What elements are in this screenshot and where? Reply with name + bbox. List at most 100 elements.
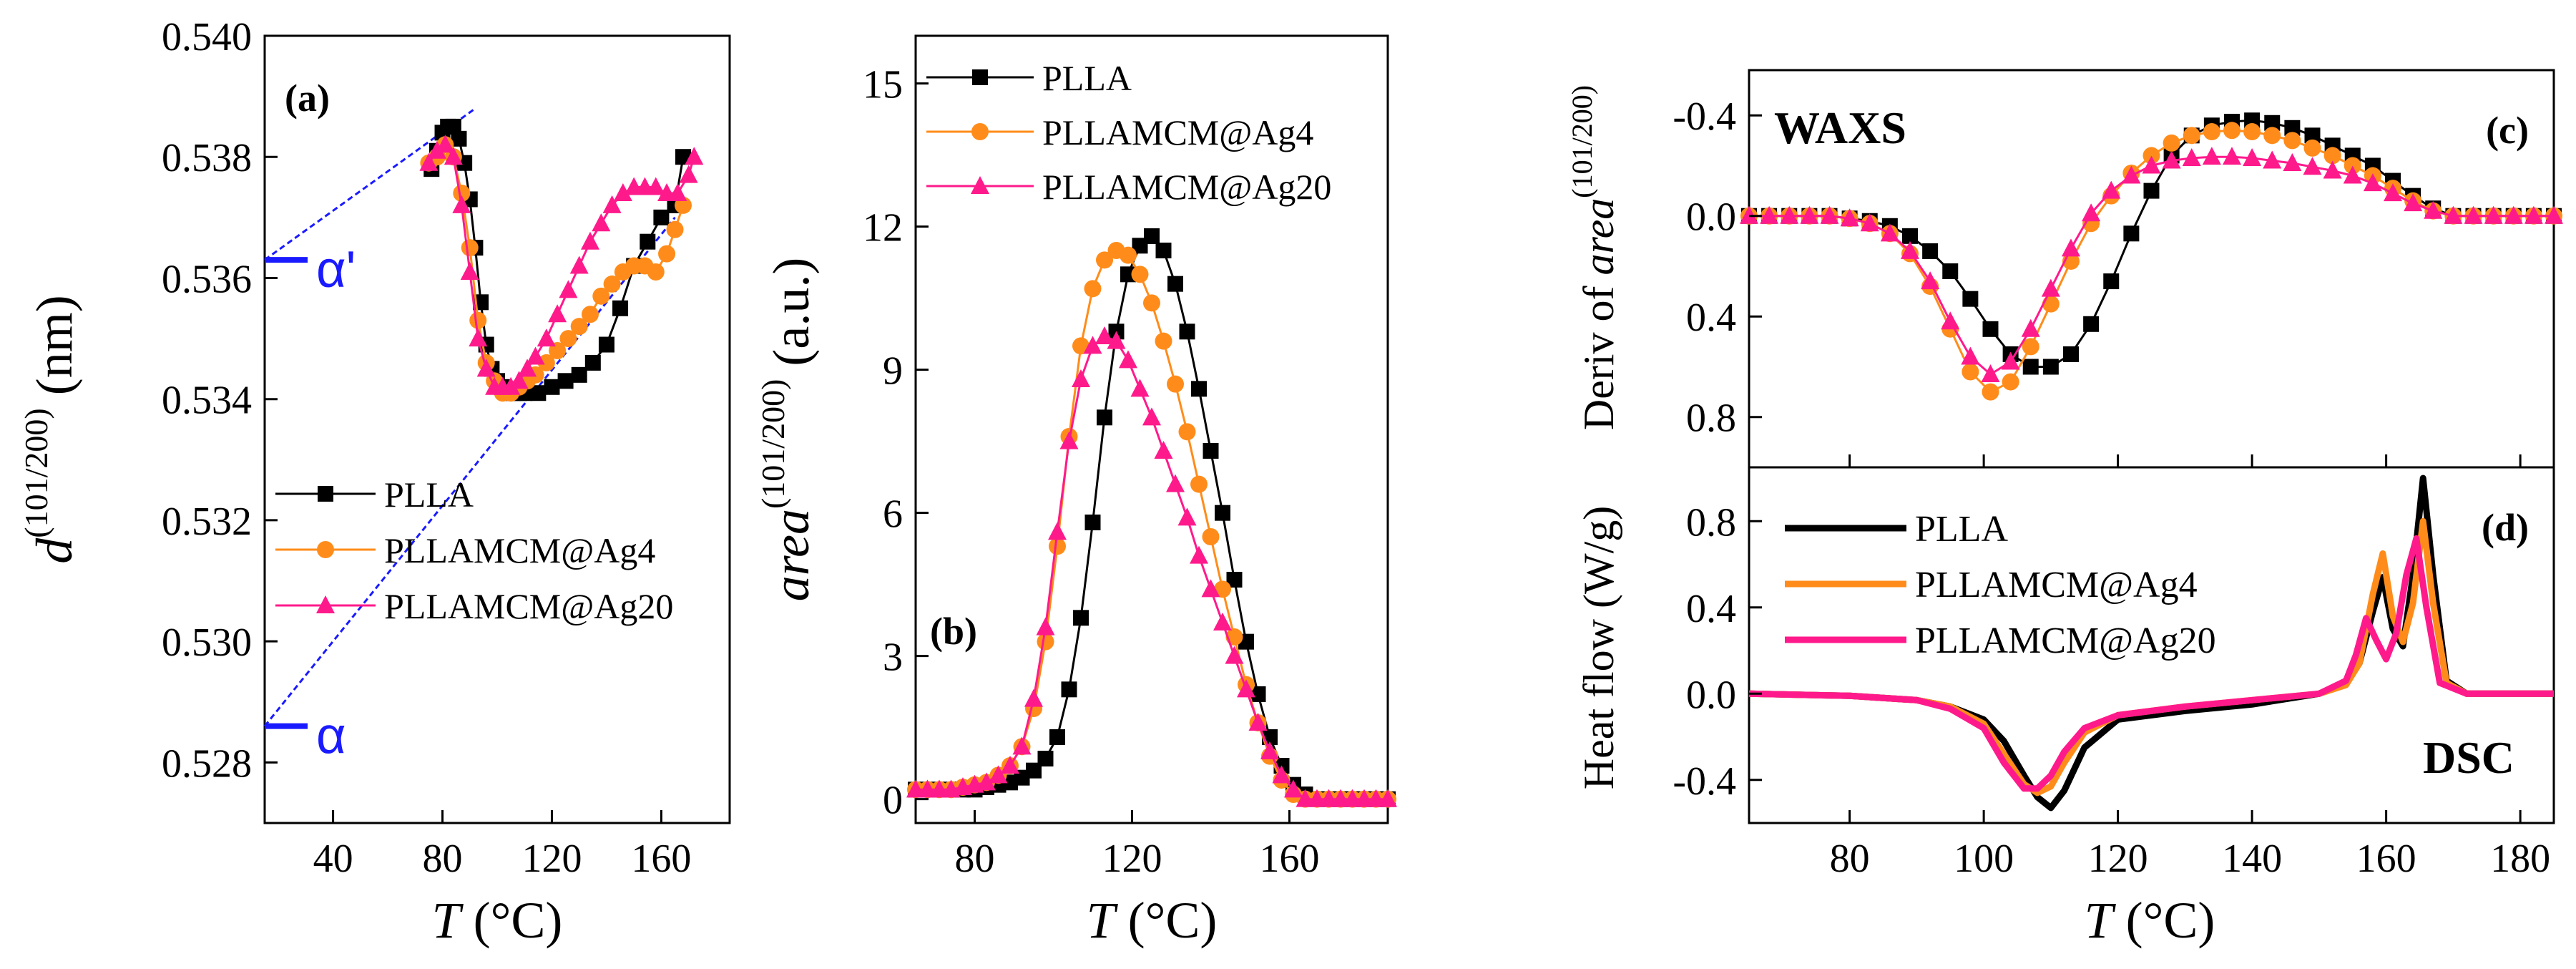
ytick-label-0.4: 0.4 (1686, 296, 1736, 340)
point-pllamcm-ag20-19 (1130, 379, 1150, 397)
point-pllamcm-ag20-30 (2343, 165, 2362, 184)
point-plla-19 (544, 379, 560, 395)
point-pllamcm-ag4-17 (570, 318, 588, 336)
point-plla-27 (2284, 120, 2301, 136)
point-pllamcm-ag4-20 (1143, 294, 1160, 312)
point-pllamcm-ag20-32 (2384, 183, 2402, 202)
point-pllamcm-ag20-11 (509, 371, 529, 389)
point-pllamcm-ag20-6 (977, 772, 996, 791)
xtick-label-120: 120 (2088, 837, 2148, 881)
legend-item-plla: PLLA (275, 474, 474, 515)
point-pllamcm-ag4-23 (1178, 423, 1196, 441)
legend-marker-pllamcm-ag4 (971, 123, 989, 140)
xtick-label-160: 160 (1260, 837, 1320, 881)
legend-label-pllamcm-ag20: PLLAMCM@Ag20 (1042, 167, 1331, 207)
ytick-label-0.536: 0.536 (162, 257, 252, 301)
point-pllamcm-ag4-26 (666, 220, 684, 238)
line-plla (916, 235, 1388, 801)
ytick-label-15: 15 (863, 63, 903, 107)
point-pllamcm-ag20-12 (1048, 522, 1067, 540)
ytick-label-0.534: 0.534 (162, 379, 252, 423)
series-pllamcm-ag4 (420, 136, 692, 402)
panel-b-series (906, 228, 1397, 808)
point-pllamcm-ag4-27 (2283, 132, 2301, 150)
panel-b: 80 120 160 0 3 6 9 12 15 (b) T (°C) area(101/20… (755, 34, 1397, 949)
point-pllamcm-ag4-24 (647, 263, 665, 281)
point-pllamcm-ag20-19 (592, 213, 611, 232)
ytick-label-0.532: 0.532 (162, 500, 252, 544)
legend-marker-pllamcm-ag20 (316, 595, 335, 613)
series-plla (1748, 474, 2554, 812)
panel-d-yticks: -0.4 0.0 0.4 0.8 (1673, 500, 1762, 804)
point-pllamcm-ag20-1 (1760, 205, 1779, 224)
point-pllamcm-ag20-40 (2545, 205, 2563, 224)
point-pllamcm-ag20-15 (548, 304, 567, 323)
point-pllamcm-ag4-19 (1131, 266, 1149, 283)
point-pllamcm-ag20-1 (918, 779, 937, 798)
xtick-label-80: 80 (423, 837, 463, 881)
point-pllamcm-ag20-0 (906, 779, 925, 798)
point-plla-27 (1226, 572, 1243, 588)
point-pllamcm-ag4-29 (2323, 147, 2341, 165)
ytick-label-0.538: 0.538 (162, 136, 252, 180)
point-pllamcm-ag20-27 (1225, 646, 1244, 664)
point-plla-11 (1037, 751, 1054, 766)
xtick-label-140: 140 (2222, 837, 2282, 881)
series-pllamcm-ag20 (1740, 147, 2563, 383)
ytick-label-0.528: 0.528 (162, 741, 252, 786)
point-pllamcm-ag20-40 (1378, 789, 1397, 807)
point-plla-11 (1962, 291, 1979, 307)
ytick-label-0.53: 0.530 (162, 620, 252, 665)
point-pllamcm-ag20-2 (436, 135, 455, 153)
point-pllamcm-ag4-26 (2263, 127, 2281, 145)
series-pllamcm-ag20 (419, 135, 704, 395)
point-plla-29 (1250, 686, 1266, 702)
point-pllamcm-ag20-5 (1840, 208, 1859, 227)
point-plla-20 (2143, 182, 2160, 199)
point-plla-23 (1179, 323, 1195, 340)
point-pllamcm-ag4-5 (461, 239, 479, 257)
panel-a-refs: α' α (265, 241, 356, 765)
point-pllamcm-ag4-23 (2203, 123, 2220, 141)
point-pllamcm-ag20-23 (2202, 147, 2221, 165)
point-pllamcm-ag20-33 (1296, 789, 1315, 807)
legend-label-pllamcm-ag4: PLLAMCM@Ag4 (384, 530, 655, 570)
point-pllamcm-ag20-34 (1308, 789, 1326, 807)
panel-b-legend: PLLA PLLAMCM@Ag4 PLLAMCM@Ag20 (926, 58, 1331, 207)
point-plla-14 (2022, 359, 2039, 375)
point-pllamcm-ag20-19 (2122, 165, 2141, 184)
point-pllamcm-ag20-20 (602, 195, 622, 213)
point-pllamcm-ag4-20 (603, 275, 621, 293)
point-pllamcm-ag20-22 (2182, 147, 2201, 166)
legend-marker-plla (972, 69, 988, 85)
panel-c-ylabel: Deriv of area(101/200) (1566, 85, 1622, 430)
panel-d-legend: PLLA PLLAMCM@Ag4 PLLAMCM@Ag20 (1785, 509, 2216, 661)
panel-d: 80 100 120 140 160 180 -0.40.00.40.8 DSC (d) … (1575, 466, 2555, 949)
point-plla-10 (1942, 263, 1959, 280)
panel-d-ylabel: Heat flow (W/g) (1575, 506, 1622, 790)
xtick-label-40: 40 (313, 837, 353, 881)
legend-item-plla: PLLA (1785, 509, 2008, 550)
point-pllamcm-ag20-14 (537, 328, 556, 347)
point-pllamcm-ag20-35 (1319, 789, 1338, 807)
point-pllamcm-ag4-28 (2303, 139, 2321, 157)
xtick-label-80: 80 (955, 837, 995, 881)
point-pllamcm-ag20-1 (427, 140, 446, 159)
xtick-label-120: 120 (521, 837, 582, 881)
point-pllamcm-ag20-21 (2162, 150, 2181, 169)
panel-c-series (1740, 112, 2563, 401)
point-pllamcm-ag4-24 (1190, 475, 1208, 493)
ytick-label--0.4: -0.4 (1673, 759, 1736, 804)
point-pllamcm-ag20-28 (685, 147, 704, 165)
panel-b-ylabel: area(101/200) (a.u.) (755, 258, 820, 602)
point-pllamcm-ag20-0 (419, 152, 439, 171)
panel-c-xticks (1848, 454, 2522, 467)
point-plla-10 (1026, 762, 1042, 779)
point-pllamcm-ag20-17 (1107, 331, 1126, 349)
point-pllamcm-ag20-39 (1366, 789, 1386, 807)
ytick-label-6: 6 (883, 492, 903, 537)
point-pllamcm-ag20-25 (1201, 579, 1220, 598)
panel-a-label: (a) (285, 77, 330, 120)
point-pllamcm-ag4-15 (2042, 295, 2060, 313)
xtick-label-160: 160 (2356, 837, 2416, 881)
